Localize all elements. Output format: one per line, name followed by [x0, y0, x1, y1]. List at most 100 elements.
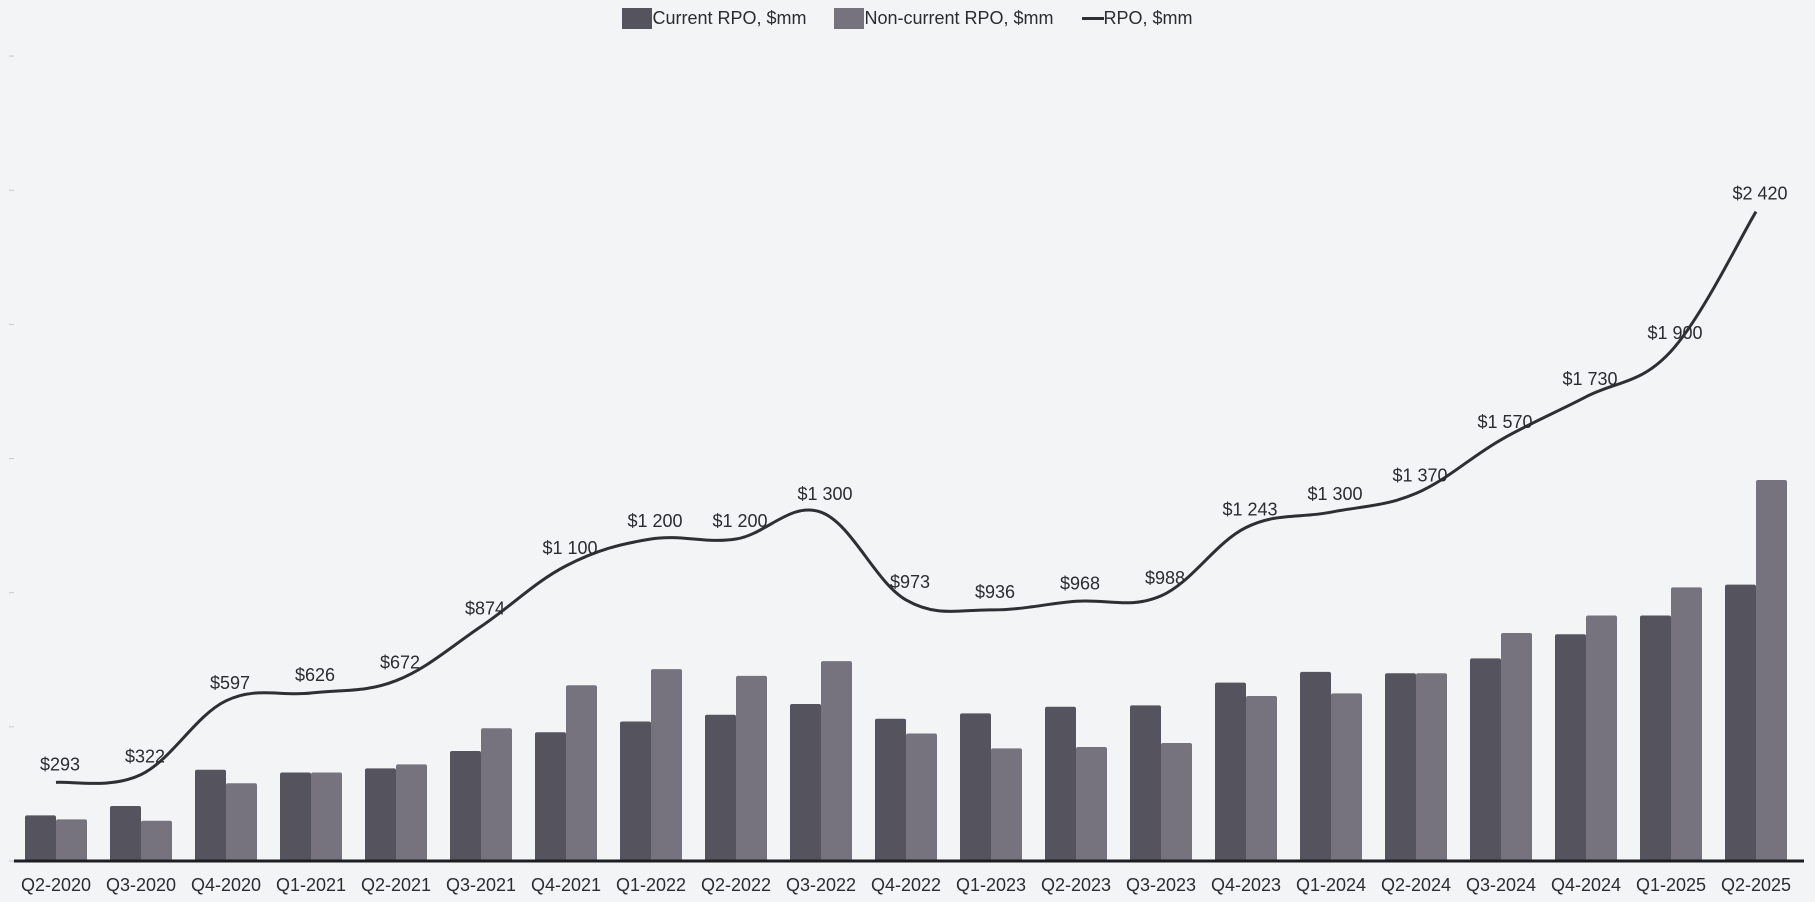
- rpo-data-label: $1 300: [797, 484, 852, 504]
- bar-non-current-rpo: [1246, 695, 1277, 861]
- rpo-data-label: $626: [295, 665, 335, 685]
- bar-non-current-rpo: [481, 728, 512, 861]
- x-axis: Q2-2020 Q3-2020 Q4-2020 Q1-2021 Q2-2021 Q3-20…: [14, 859, 1804, 895]
- rpo-data-label: $988: [1145, 568, 1185, 588]
- rpo-data-label: $1 243: [1222, 500, 1277, 520]
- x-tick-label: Q1-2023: [956, 875, 1026, 895]
- bar-current-rpo: [960, 713, 991, 861]
- bar-non-current-rpo: [1671, 587, 1702, 861]
- x-tick-label: Q1-2022: [616, 875, 686, 895]
- x-tick-label: Q3-2021: [446, 875, 516, 895]
- x-tick-label: Q2-2025: [1721, 875, 1791, 895]
- rpo-line: [55, 210, 1758, 785]
- bar-non-current-rpo: [1076, 746, 1107, 861]
- y-axis-ticks: [9, 55, 14, 862]
- bar-current-rpo: [1725, 584, 1756, 861]
- bar-non-current-rpo: [736, 675, 767, 861]
- rpo-data-label: $322: [125, 747, 165, 767]
- bar-current-rpo: [620, 721, 651, 861]
- bar-current-rpo: [280, 772, 311, 861]
- x-tick-label: Q4-2022: [871, 875, 941, 895]
- bar-current-rpo: [1045, 706, 1076, 861]
- bar-non-current-rpo: [566, 685, 597, 861]
- x-tick-label: Q2-2023: [1041, 875, 1111, 895]
- bar-current-rpo: [195, 769, 226, 861]
- rpo-data-label: $1 300: [1307, 484, 1362, 504]
- bar-current-rpo: [365, 768, 396, 861]
- legend-label-rpo: RPO, $mm: [1103, 8, 1193, 28]
- x-tick-label: Q3-2020: [106, 875, 176, 895]
- bar-non-current-rpo: [141, 820, 172, 861]
- bar-current-rpo: [450, 750, 481, 861]
- bar-non-current-rpo: [906, 733, 937, 861]
- data-labels: $293 $322 $597 $626 $672 $874 $1 100 $1 200 $1 2…: [40, 184, 1788, 775]
- rpo-data-label: $293: [40, 754, 80, 774]
- bar-non-current-rpo: [1756, 480, 1787, 861]
- bar-non-current-rpo: [1501, 632, 1532, 861]
- legend-item-current-rpo: Current RPO, $mm: [622, 8, 806, 29]
- bar-current-rpo: [110, 805, 141, 861]
- x-tick-label: Q1-2024: [1296, 875, 1366, 895]
- rpo-data-label: $874: [465, 599, 505, 619]
- rpo-line-path: [55, 210, 1758, 785]
- x-tick-label: Q4-2021: [531, 875, 601, 895]
- rpo-data-label: $672: [380, 653, 420, 673]
- bar-non-current-rpo: [1416, 673, 1447, 861]
- bar-non-current-rpo: [1161, 742, 1192, 861]
- bar-non-current-rpo: [396, 764, 427, 861]
- bar-current-rpo: [1640, 615, 1671, 861]
- bar-non-current-rpo: [1586, 615, 1617, 861]
- x-tick-label: Q2-2022: [701, 875, 771, 895]
- x-tick-label: Q1-2025: [1636, 875, 1706, 895]
- bar-non-current-rpo: [56, 819, 87, 861]
- rpo-data-label: $973: [890, 572, 930, 592]
- rpo-data-label: $1 570: [1477, 412, 1532, 432]
- bar-non-current-rpo: [311, 772, 342, 861]
- x-tick-label: Q2-2021: [361, 875, 431, 895]
- legend-item-rpo: RPO, $mm: [1081, 8, 1193, 29]
- bar-current-rpo: [1300, 671, 1331, 861]
- bar-current-rpo: [25, 815, 56, 861]
- x-tick-label: Q3-2023: [1126, 875, 1196, 895]
- rpo-data-label: $968: [1060, 573, 1100, 593]
- legend-label-non-current-rpo: Non-current RPO, $mm: [864, 8, 1054, 28]
- bar-current-rpo: [535, 732, 566, 861]
- bar-non-current-rpo: [991, 748, 1022, 861]
- rpo-data-label: $1 100: [542, 538, 597, 558]
- bar-non-current-rpo: [1331, 693, 1362, 861]
- bars: [25, 480, 1787, 861]
- bar-current-rpo: [1470, 658, 1501, 861]
- x-tick-label: Q4-2023: [1211, 875, 1281, 895]
- bar-current-rpo: [1385, 673, 1416, 861]
- bar-current-rpo: [790, 704, 821, 861]
- legend-label-current-rpo: Current RPO, $mm: [652, 8, 807, 28]
- rpo-data-label: $2 420: [1732, 184, 1787, 204]
- bar-current-rpo: [1130, 705, 1161, 861]
- bar-non-current-rpo: [651, 669, 682, 861]
- x-tick-label: Q2-2020: [21, 875, 91, 895]
- legend-item-non-current-rpo: Non-current RPO, $mm: [834, 8, 1054, 29]
- rpo-data-label: $1 730: [1562, 369, 1617, 389]
- bar-current-rpo: [1555, 634, 1586, 861]
- x-tick-label: Q1-2021: [276, 875, 346, 895]
- rpo-data-label: $936: [975, 582, 1015, 602]
- rpo-data-label: $1 370: [1392, 465, 1447, 485]
- x-tick-label: Q3-2024: [1466, 875, 1536, 895]
- rpo-data-label: $1 200: [712, 511, 767, 531]
- x-tick-label: Q4-2024: [1551, 875, 1621, 895]
- legend: Current RPO, $mm Non-current RPO, $mm RP…: [0, 8, 1815, 29]
- rpo-data-label: $1 200: [627, 511, 682, 531]
- rpo-data-label: $1 900: [1647, 323, 1702, 343]
- bar-current-rpo: [705, 714, 736, 861]
- x-tick-label: Q4-2020: [191, 875, 261, 895]
- rpo-data-label: $597: [210, 673, 250, 693]
- x-tick-label: Q3-2022: [786, 875, 856, 895]
- x-tick-label: Q2-2024: [1381, 875, 1451, 895]
- legend-swatch-current-rpo: [622, 8, 653, 29]
- legend-swatch-rpo-line: [1081, 17, 1104, 20]
- bar-current-rpo: [875, 718, 906, 861]
- bar-non-current-rpo: [821, 661, 852, 861]
- bar-non-current-rpo: [226, 783, 257, 861]
